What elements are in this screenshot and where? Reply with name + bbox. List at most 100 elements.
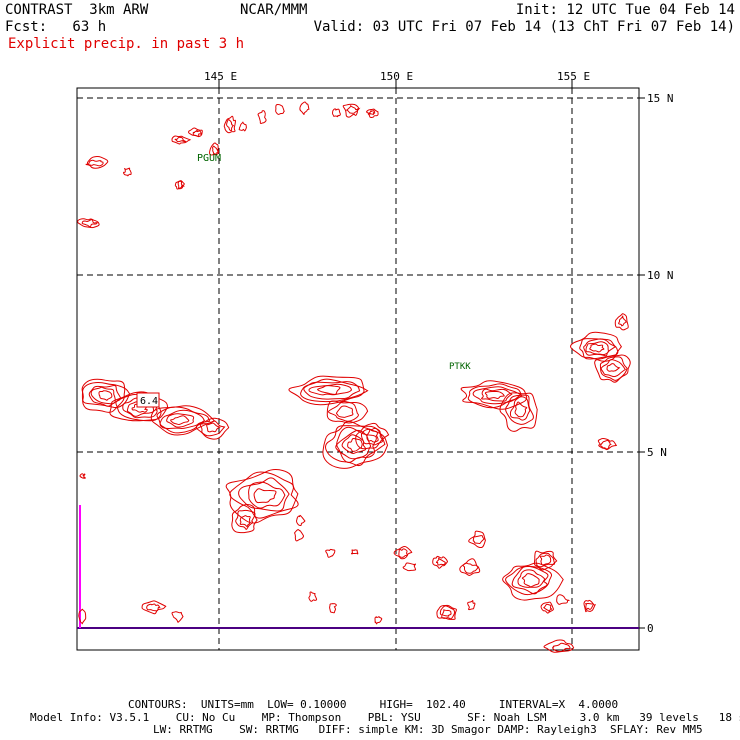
precip-contour	[366, 428, 379, 443]
lat-label-10: 10 N	[647, 269, 674, 282]
precip-contour	[195, 417, 230, 440]
precip-contour	[517, 569, 546, 588]
precip-contour	[257, 110, 267, 124]
precip-contour	[589, 343, 605, 353]
precip-contour	[435, 557, 446, 566]
precip-contour	[521, 573, 540, 588]
precip-contour	[505, 394, 534, 425]
precip-contour	[322, 420, 389, 469]
precip-contour	[368, 110, 376, 115]
plot-frame	[76, 87, 640, 651]
precip-contour	[326, 400, 369, 424]
precip-contour	[79, 473, 86, 479]
precip-contour	[402, 562, 417, 572]
precip-contour	[295, 514, 306, 527]
lat-label-0: 0	[647, 622, 654, 635]
precip-contour	[543, 603, 553, 613]
precip-contour	[206, 422, 221, 433]
precip-contour	[294, 529, 304, 542]
precip-contour	[499, 392, 538, 432]
precip-contour	[300, 378, 369, 403]
precip-contour	[288, 375, 365, 406]
precip-contour	[308, 591, 318, 602]
precip-contour	[146, 603, 161, 612]
station-pgum: PGUM	[197, 153, 221, 164]
precip-contour	[325, 548, 336, 558]
init-time: Init: 12 UTC Tue 04 Feb 14	[515, 2, 735, 18]
precip-contour	[90, 386, 116, 405]
highlight-label-box	[136, 392, 160, 408]
lat-label-5: 5 N	[647, 446, 667, 459]
precip-contour	[360, 427, 384, 446]
precip-contour	[88, 385, 122, 407]
highlight-label: 6.4	[140, 396, 158, 407]
precip-contour	[171, 135, 192, 145]
station-ptkk: PTKK	[449, 362, 471, 372]
precip-contour	[535, 552, 556, 568]
precip-contour	[275, 103, 285, 115]
precip-contour	[467, 599, 476, 611]
precip-contour	[303, 381, 361, 400]
field-label: Explicit precip. in past 3 h	[8, 36, 245, 52]
lat-label-15: 15 N	[647, 92, 674, 105]
precip-contour	[253, 488, 277, 504]
precip-contour	[505, 565, 553, 596]
precip-contour	[123, 167, 132, 177]
precip-contour	[336, 405, 354, 418]
precip-contour	[583, 338, 617, 357]
precip-contour	[85, 156, 109, 169]
precip-contour	[346, 105, 361, 114]
precip-contour	[606, 363, 621, 372]
precip-contour	[436, 604, 457, 620]
valid-time: Valid: 03 UTC Fri 07 Feb 14 (13 ChT Fri …	[313, 19, 735, 35]
precip-contour	[239, 515, 251, 528]
precip-contour	[585, 341, 609, 356]
precip-contour	[543, 639, 575, 653]
precip-contour	[584, 602, 594, 611]
lon-label-155: 155 E	[557, 70, 590, 83]
precip-contour	[462, 562, 479, 574]
precip-contour	[514, 401, 528, 418]
precip-contour	[533, 550, 558, 571]
precip-contour	[472, 535, 486, 545]
precip-contour	[398, 548, 408, 558]
precip-contour	[570, 331, 623, 362]
axis-ticks	[218, 80, 645, 629]
lat-lon-grid	[77, 88, 639, 650]
precip-contour	[583, 599, 597, 613]
precip-contour	[597, 437, 618, 451]
precip-contour	[347, 437, 363, 452]
lon-label-145: 145 E	[204, 70, 237, 83]
precip-contour	[441, 609, 452, 617]
model-info-line1: Model Info: V3.5.1 CU: No Cu MP: Thompso…	[30, 711, 740, 724]
forecast-hour: Fcst: 63 h	[5, 19, 107, 35]
precip-contour	[226, 119, 235, 132]
precip-contour	[199, 420, 226, 437]
precip-contour	[335, 429, 372, 460]
precip-contour	[540, 601, 554, 614]
organization-label: NCAR/MMM	[240, 2, 308, 18]
precip-contour	[484, 390, 505, 399]
precip-contour	[329, 603, 337, 614]
precip-contour	[614, 313, 629, 331]
precip-contour	[211, 145, 219, 156]
precip-contour	[141, 600, 167, 615]
precip-contour	[229, 471, 299, 519]
precip-contour	[511, 565, 549, 595]
precip-contour	[308, 383, 353, 396]
precip-contour	[78, 608, 87, 625]
precip-contour	[81, 382, 131, 409]
precip-contour	[209, 142, 220, 156]
precip-contour	[599, 356, 628, 381]
precip-contour	[509, 396, 531, 421]
precip-contour	[600, 439, 613, 450]
precip-contour	[459, 558, 481, 576]
precip-contour	[481, 388, 513, 402]
contour-info: CONTOURS: UNITS=mm LOW= 0.10000 HIGH= 10…	[128, 698, 619, 711]
precip-contour	[171, 611, 184, 623]
model-info-line2: LW: RRTMG SW: RRTMG DIFF: simple KM: 3D …	[153, 723, 703, 736]
precip-contour	[350, 549, 359, 555]
precip-contour	[439, 605, 456, 620]
precip-contour	[332, 108, 341, 118]
